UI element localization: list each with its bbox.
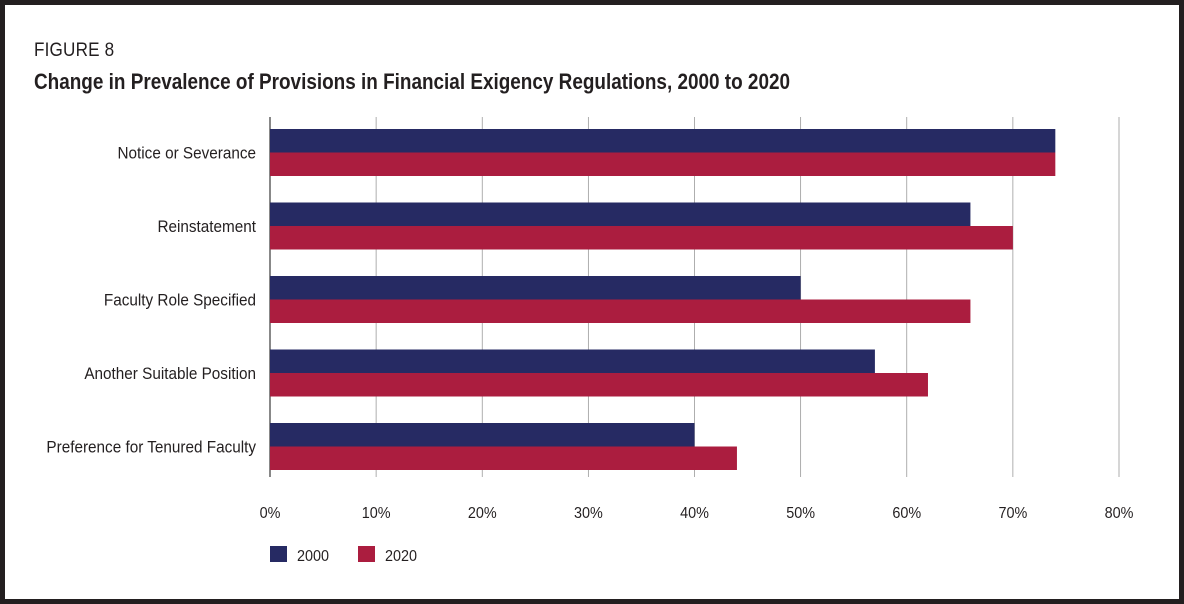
x-tick-label: 80% [1105,504,1134,522]
x-tick-label: 30% [574,504,603,522]
x-tick-label: 20% [468,504,497,522]
x-tick-label: 40% [680,504,709,522]
x-tick-label: 70% [998,504,1027,522]
category-label: Another Suitable Position [84,364,256,383]
bar-2020 [270,373,928,397]
legend-label: 2020 [385,547,417,565]
bar-2020 [270,446,737,470]
figure-label: FIGURE 8 [34,40,115,61]
chart-title: Change in Prevalence of Provisions in Fi… [34,69,791,94]
category-label: Reinstatement [157,217,256,236]
x-tick-label: 60% [892,504,921,522]
category-label: Notice or Severance [118,144,256,163]
bar-2020 [270,226,1013,250]
legend-swatch-2000 [270,546,287,562]
legend-swatch-2020 [358,546,375,562]
bar-2020 [270,152,1056,176]
bar-2020 [270,299,971,323]
bar-2000 [270,423,695,447]
bar-2000 [270,202,971,226]
legend-label: 2000 [297,547,329,565]
category-label: Faculty Role Specified [104,291,256,310]
category-label: Preference for Tenured Faculty [46,438,256,457]
x-tick-label: 0% [260,504,281,522]
x-tick-label: 10% [362,504,391,522]
bar-2000 [270,349,875,373]
x-tick-label: 50% [786,504,815,522]
bar-2000 [270,129,1056,153]
bar-2000 [270,276,801,300]
